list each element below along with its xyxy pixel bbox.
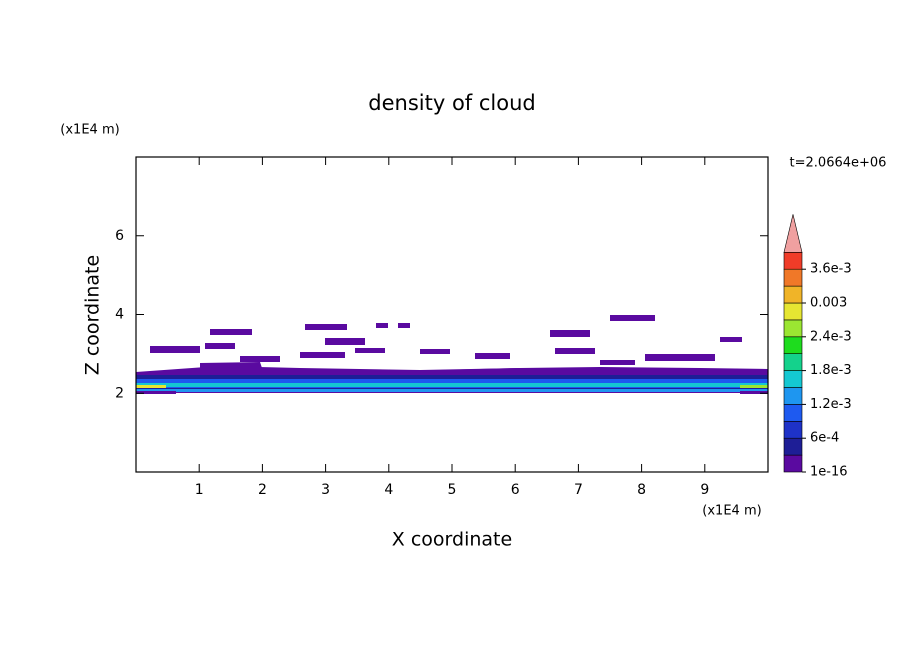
colorbar-box (783, 404, 803, 422)
colorbar-box (783, 353, 803, 371)
colorbar-box (783, 387, 803, 405)
y-tick-label: 6 (115, 228, 124, 244)
colorbar-label: 1.2e-3 (810, 397, 852, 412)
x-tick-label: 6 (511, 482, 520, 498)
colorbar-box (783, 319, 803, 338)
chart-title: density of cloud (368, 91, 535, 115)
colorbar-label: 3.6e-3 (810, 262, 852, 277)
colorbar: 1e-16 6e-4 1.2e-3 1.8e-3 2.4e-3 0.003 3.6e-3 (783, 214, 852, 480)
x-tick-label: 5 (448, 482, 457, 498)
colorbar-box (783, 268, 803, 287)
y-unit: (x1E4 m) (60, 123, 119, 138)
y-axis-title: Z coordinate (82, 255, 104, 375)
colorbar-box (783, 454, 803, 473)
x-tick-label: 2 (258, 482, 267, 498)
time-label: t=2.0664e+06 (790, 156, 887, 171)
colorbar-box (783, 285, 803, 304)
colorbar-label: 1e-16 (810, 465, 848, 480)
x-axis-title: X coordinate (392, 529, 512, 551)
colorbar-box (783, 302, 803, 321)
x-tick-label: 7 (574, 482, 583, 498)
colorbar-label: 2.4e-3 (810, 329, 852, 344)
colorbar-label: 6e-4 (810, 431, 839, 446)
contour-field (136, 315, 768, 394)
x-tick-label: 3 (321, 482, 330, 498)
y-tick-label: 2 (115, 385, 124, 401)
colorbar-box (783, 420, 803, 439)
plot-frame (135, 156, 769, 473)
colorbar-box (783, 370, 803, 388)
x-tick-label: 9 (700, 482, 709, 498)
y-tick-label: 4 (115, 307, 124, 323)
colorbar-label: 0.003 (810, 296, 847, 311)
colorbar-label: 1.8e-3 (810, 363, 852, 378)
colorbar-box (783, 252, 803, 270)
colorbar-extend (783, 214, 803, 253)
colorbar-box (783, 437, 803, 456)
x-unit: (x1E4 m) (702, 504, 761, 519)
x-tick-label: 1 (195, 482, 204, 498)
colorbar-box (783, 336, 803, 354)
x-tick-label: 4 (384, 482, 393, 498)
x-tick-label: 8 (637, 482, 646, 498)
